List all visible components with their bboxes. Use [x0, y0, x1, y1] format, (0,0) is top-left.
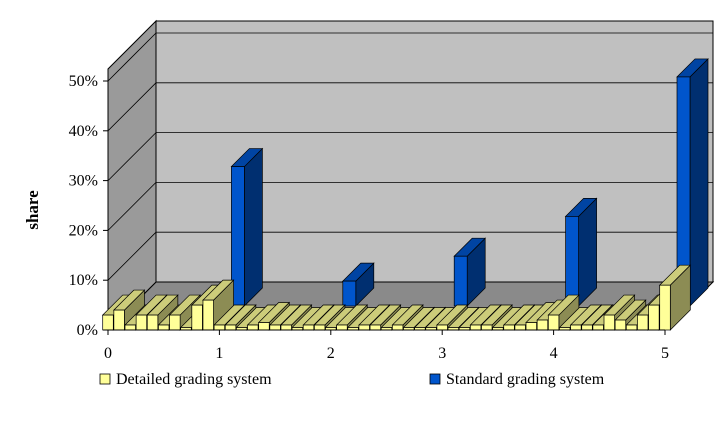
- detailed-bar: [547, 294, 580, 331]
- y-tick-label: 40%: [69, 123, 98, 140]
- standard-series-bars: [230, 58, 709, 307]
- bar-front: [113, 309, 125, 331]
- bar-front: [369, 324, 382, 331]
- bar-front: [565, 216, 579, 307]
- gridline: [107, 32, 713, 82]
- standard-bar: [453, 237, 487, 307]
- chart-side-wall: [107, 19, 157, 332]
- bar-front: [648, 304, 660, 331]
- bar-front: [135, 314, 148, 331]
- bar-front: [358, 324, 370, 331]
- x-axis-ticks: 0 1 2 3 4 5: [104, 329, 669, 362]
- bar-side: [689, 58, 709, 307]
- bar-front: [536, 319, 549, 331]
- x-tick-label: 2: [327, 345, 335, 362]
- gridline: [107, 82, 713, 132]
- standard-bar: [676, 58, 709, 307]
- bar-front: [202, 299, 214, 331]
- bar-side: [244, 147, 263, 307]
- gridline: [107, 231, 713, 281]
- y-tick-label: 20%: [69, 222, 98, 239]
- bar-front: [314, 324, 326, 331]
- gridlines: [107, 32, 713, 281]
- y-tick-label: 50%: [69, 73, 98, 90]
- bar-front: [213, 324, 226, 331]
- bar-front: [224, 324, 237, 331]
- detailed-bar: [224, 304, 257, 331]
- detailed-series-bars: [101, 264, 692, 331]
- x-tick-label: 0: [104, 345, 112, 362]
- standard-bar: [341, 262, 375, 307]
- legend-label: Detailed grading system: [116, 371, 272, 388]
- y-tick-label: 10%: [69, 272, 98, 289]
- bar-front: [603, 314, 615, 331]
- bar-front: [581, 324, 593, 331]
- bar-front: [547, 314, 560, 331]
- bar-front: [302, 324, 315, 331]
- bar-front: [453, 255, 468, 307]
- x-tick-label: 3: [438, 345, 446, 362]
- bar-front: [614, 319, 627, 331]
- legend-label: Standard grading system: [446, 371, 605, 388]
- bar-front: [146, 314, 159, 331]
- standard-bar: [564, 197, 598, 307]
- legend-swatch: [99, 373, 111, 385]
- bar-front: [525, 322, 537, 331]
- bar-front: [102, 314, 114, 331]
- bar-front: [169, 314, 181, 331]
- bar-front: [258, 322, 270, 331]
- gridline: [107, 132, 713, 181]
- x-tick-label: 4: [550, 345, 558, 362]
- bar-front: [342, 280, 357, 307]
- bar-front: [592, 324, 604, 331]
- bar-front: [659, 284, 671, 331]
- y-tick-label: 0%: [77, 322, 98, 339]
- bar-front: [158, 324, 170, 331]
- bar-front: [191, 304, 203, 331]
- bar-front: [436, 324, 448, 331]
- bar-front: [247, 324, 259, 331]
- bar-front: [124, 324, 136, 331]
- y-axis-ticks: 0% 10% 20% 30% 40% 50%: [69, 73, 108, 339]
- bar-front: [280, 324, 292, 331]
- bar-side: [578, 197, 597, 307]
- y-tick-label: 30%: [69, 173, 98, 190]
- detailed-bar: [113, 289, 146, 331]
- bar-front: [469, 324, 482, 331]
- legend: Detailed grading system Standard grading …: [99, 371, 605, 388]
- gridline: [107, 181, 713, 231]
- bar-front: [391, 324, 404, 331]
- chart-walls: [106, 19, 715, 332]
- standard-bar: [230, 147, 264, 307]
- bar-front: [570, 324, 582, 331]
- x-tick-label: 1: [215, 345, 223, 362]
- bar-front: [481, 324, 493, 331]
- x-tick-label: 5: [661, 345, 669, 362]
- bar-front: [625, 324, 638, 331]
- bar-front: [514, 324, 526, 331]
- y-axis-title: share: [23, 190, 42, 230]
- bar-front: [637, 314, 649, 331]
- bar-front: [503, 324, 515, 331]
- bar-front: [269, 324, 281, 331]
- bar-front: [336, 324, 348, 331]
- legend-swatch: [429, 373, 441, 385]
